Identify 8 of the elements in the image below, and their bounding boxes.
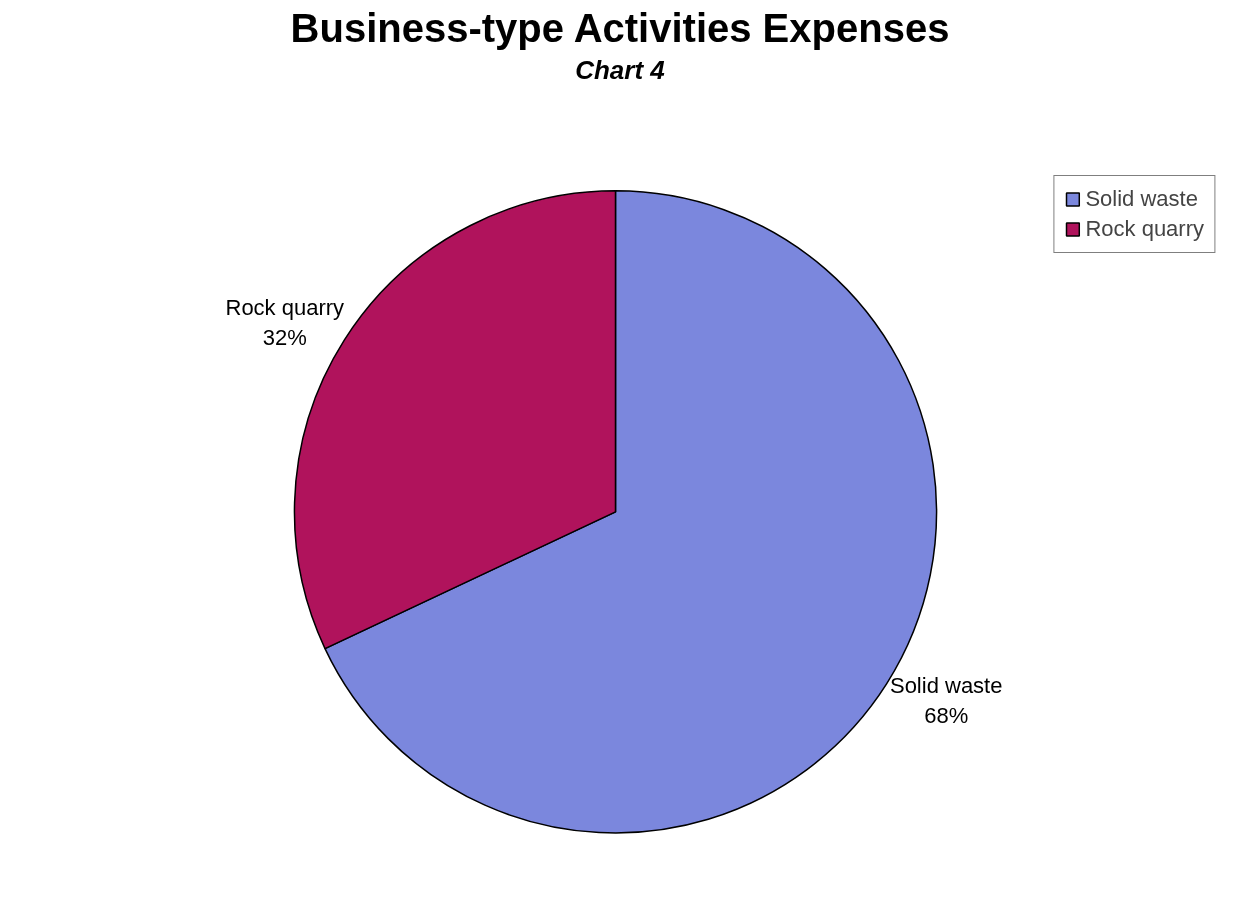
data-label: 68% xyxy=(924,703,969,729)
legend-label: Rock quarry xyxy=(1085,216,1204,242)
slice-label: Rock quarry xyxy=(225,295,345,321)
legend-label: Solid waste xyxy=(1085,186,1198,212)
chart-subtitle: Chart 4 xyxy=(574,55,666,86)
slice-label: Solid waste xyxy=(889,673,1003,699)
data-label: 32% xyxy=(262,325,307,351)
chart-title: Business-type Activities Expenses xyxy=(290,5,950,51)
